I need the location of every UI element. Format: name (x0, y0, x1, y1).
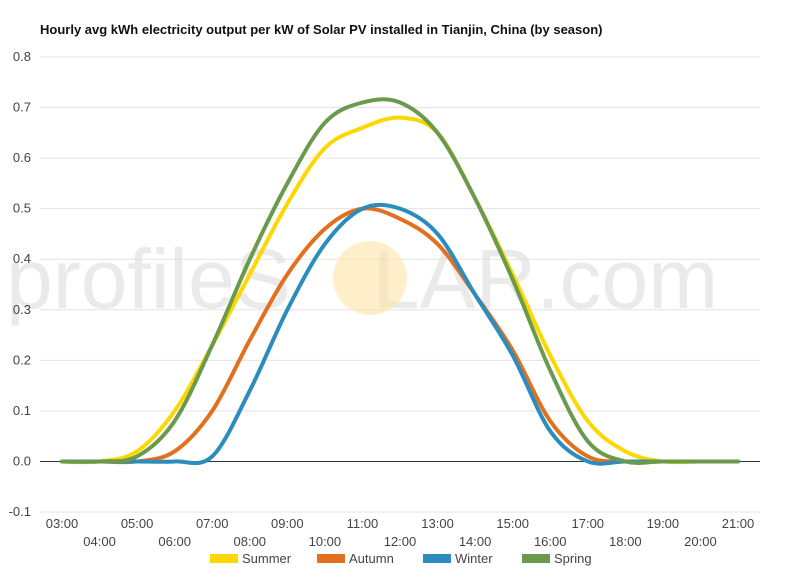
x-tick-label: 17:00 (572, 516, 605, 531)
series-line-summer (60, 115, 740, 465)
y-tick-label: 0.2 (13, 352, 31, 367)
x-tick-label: 11:00 (347, 516, 379, 531)
legend-label-summer: Summer (242, 551, 292, 566)
series-line-spring (60, 97, 740, 465)
x-tick-label: 05:00 (121, 516, 154, 531)
legend-label-winter: Winter (455, 551, 493, 566)
x-tick-label: 09:00 (271, 516, 304, 531)
y-tick-label: 0.7 (13, 100, 31, 115)
series-lines (60, 97, 740, 466)
legend-swatch-autumn (317, 554, 345, 563)
x-tick-label: 16:00 (534, 534, 567, 549)
chart-title: Hourly avg kWh electricity output per kW… (40, 22, 602, 37)
x-tick-label: 10:00 (309, 534, 342, 549)
legend-swatch-spring (522, 554, 550, 563)
legend-swatch-winter (423, 554, 451, 563)
y-tick-label: 0.1 (13, 403, 31, 418)
x-tick-label: 21:00 (722, 516, 755, 531)
y-tick-label: 0.8 (13, 49, 31, 64)
legend: Summer Autumn Winter Spring (210, 551, 592, 566)
x-tick-label: 18:00 (609, 534, 642, 549)
legend-label-spring: Spring (554, 551, 592, 566)
legend-label-autumn: Autumn (349, 551, 394, 566)
x-tick-label: 14:00 (459, 534, 492, 549)
y-tick-label: 0.5 (13, 201, 31, 216)
x-tick-label: 07:00 (196, 516, 229, 531)
axes: 0.8 0.7 0.6 0.5 0.4 0.3 0.2 0.1 0.0 -0.1 03:00 04:0… (9, 49, 760, 549)
x-tick-label: 08:00 (234, 534, 267, 549)
x-tick-label: 15:00 (496, 516, 529, 531)
x-tick-label: 20:00 (684, 534, 717, 549)
x-tick-label: 06:00 (158, 534, 191, 549)
watermark: profileS LAR.com (6, 232, 718, 326)
y-tick-label: 0.6 (13, 150, 31, 165)
y-tick-label: 0.0 (13, 453, 31, 468)
y-tick-label: 0.3 (13, 302, 31, 317)
x-tick-label: 12:00 (384, 534, 417, 549)
legend-swatch-summer (210, 554, 238, 563)
x-tick-label: 19:00 (647, 516, 680, 531)
x-tick-label: 03:00 (46, 516, 79, 531)
y-tick-label: -0.1 (9, 504, 31, 519)
watermark-text: profileS LAR.com (6, 232, 718, 326)
x-tick-label: 13:00 (421, 516, 454, 531)
x-tick-label: 04:00 (83, 534, 116, 549)
watermark-sun-icon (333, 241, 407, 315)
y-tick-label: 0.4 (13, 251, 31, 266)
